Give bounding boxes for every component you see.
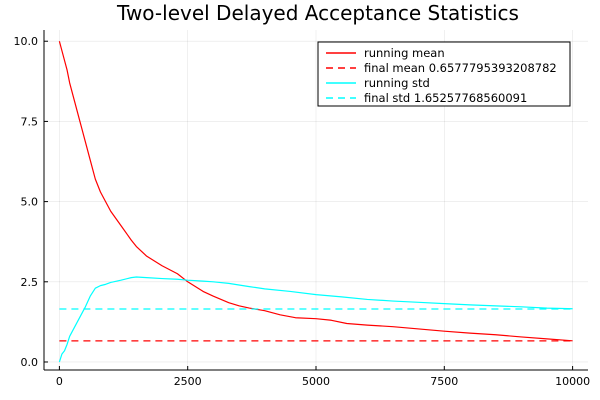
y-tick-label: 2.5 <box>21 276 39 289</box>
legend-label: running mean <box>364 46 445 60</box>
legend-label: running std <box>364 76 430 90</box>
legend-label: final std 1.65257768560091 <box>364 91 527 105</box>
y-tick-label: 7.5 <box>21 115 39 128</box>
y-tick-label: 5.0 <box>21 196 39 209</box>
ticks: 0 2500 5000 7500 10000 0.0 2.5 5.0 7.5 10.0 <box>14 35 591 388</box>
x-tick-label: 5000 <box>302 375 330 388</box>
legend-label: final mean 0.6577795393208782 <box>364 61 557 75</box>
series-line-3 <box>58 276 573 363</box>
y-tick-label: 0.0 <box>21 356 39 369</box>
legend-box <box>317 41 571 107</box>
grid <box>44 30 588 370</box>
chart-title: Two-level Delayed Acceptance Statistics <box>116 1 519 25</box>
series-line-1 <box>58 41 573 342</box>
y-tick-label: 10.0 <box>14 35 39 48</box>
x-tick-label: 2500 <box>174 375 202 388</box>
x-tick-label: 10000 <box>555 375 590 388</box>
series-group <box>58 41 573 363</box>
x-tick-label: 0 <box>56 375 63 388</box>
x-tick-label: 7500 <box>430 375 458 388</box>
